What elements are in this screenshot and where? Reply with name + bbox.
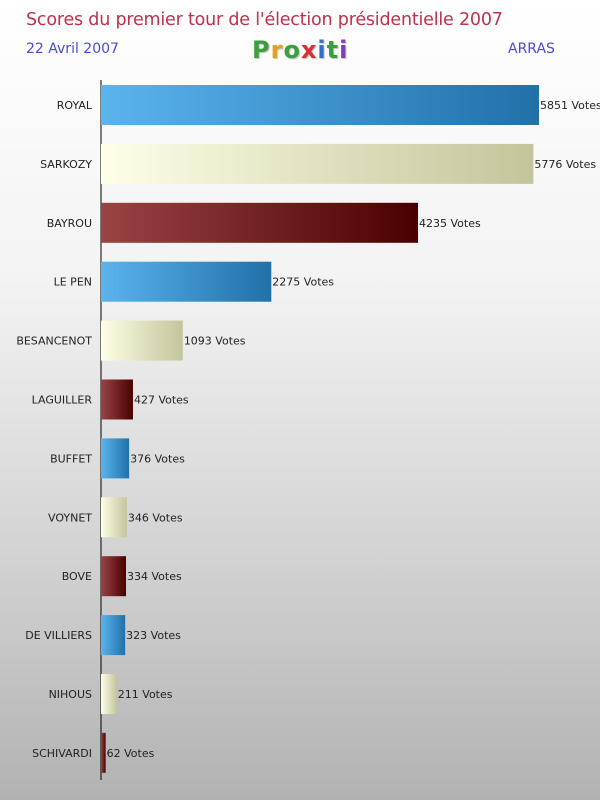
category-label: BAYROU [47, 217, 92, 230]
bar-bayrou[interactable] [101, 202, 419, 243]
bar-schivardi[interactable] [101, 732, 106, 773]
logo-letter: i [317, 36, 327, 64]
category-label: SCHIVARDI [32, 747, 92, 760]
value-label: 5776 Votes [534, 158, 596, 171]
bar-le-pen[interactable] [101, 261, 272, 302]
bar-laguiller[interactable] [101, 379, 133, 420]
category-label: NIHOUS [49, 688, 92, 701]
bar-royal[interactable] [101, 85, 539, 125]
value-label: 323 Votes [126, 629, 181, 642]
category-label: SARKOZY [40, 158, 92, 171]
value-label: 346 Votes [128, 511, 183, 524]
logo-letter: t [326, 36, 340, 64]
logo-letter: x [300, 36, 318, 64]
value-label: 2275 Votes [272, 276, 334, 289]
value-label: 376 Votes [130, 452, 185, 465]
category-label: VOYNET [48, 511, 92, 524]
value-label: 1093 Votes [184, 335, 246, 348]
bar-sarkozy[interactable] [101, 143, 534, 184]
bar-de-villiers[interactable] [101, 615, 126, 656]
value-label: 4235 Votes [419, 217, 481, 230]
logo-letter: P [252, 36, 271, 64]
category-label: DE VILLIERS [25, 629, 92, 642]
category-label: LAGUILLER [32, 394, 93, 407]
election-date: 22 Avril 2007 [26, 41, 119, 57]
value-label: 5851 Votes [540, 99, 600, 112]
value-label: 427 Votes [134, 394, 189, 407]
bars-group: ROYAL 5851 Votes SARKOZY 5776 Votes BAYROU 42… [16, 85, 600, 773]
bar-bove[interactable] [101, 556, 127, 597]
category-label: BESANCENOT [16, 335, 92, 348]
location-name: ARRAS [508, 41, 555, 57]
category-label: BUFFET [50, 452, 92, 465]
bar-buffet[interactable] [101, 438, 130, 479]
value-label: 62 Votes [107, 747, 155, 760]
category-label: BOVE [62, 570, 92, 583]
bar-voynet[interactable] [101, 497, 127, 538]
value-label: 334 Votes [127, 570, 182, 583]
proxiti-logo[interactable]: Proxiti [252, 36, 348, 64]
bar-nihous[interactable] [101, 674, 117, 714]
bar-besancenot[interactable] [101, 320, 183, 361]
logo-letter: i [339, 36, 349, 64]
logo-letter: r [270, 36, 284, 64]
chart-title: Scores du premier tour de l'élection pré… [26, 10, 503, 30]
category-label: LE PEN [54, 276, 92, 289]
category-label: ROYAL [57, 99, 93, 112]
value-label: 211 Votes [118, 688, 173, 701]
logo-letter: o [283, 36, 301, 64]
